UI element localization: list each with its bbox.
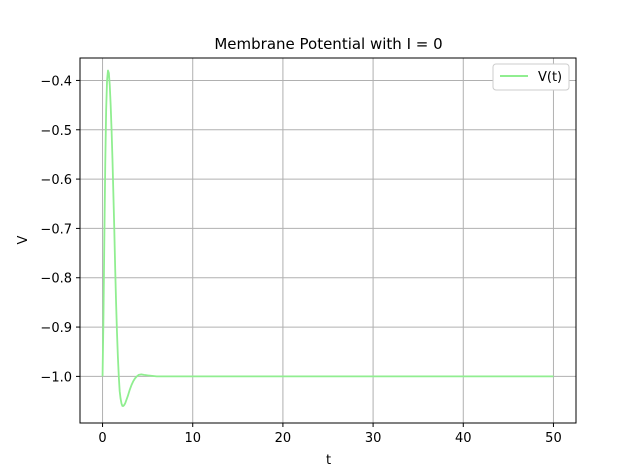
x-ticks: 0 10 20 30 40 50	[98, 423, 562, 446]
y-tick-label: −1.0	[40, 370, 72, 385]
plot-lines	[101, 69, 554, 407]
grid	[80, 58, 576, 423]
y-tick-label: −0.5	[40, 124, 72, 139]
legend-box	[492, 63, 570, 91]
x-tick-label: 10	[184, 431, 201, 446]
x-tick-label: 20	[275, 431, 292, 446]
chart-title: Membrane Potential with I = 0	[214, 35, 442, 53]
y-tick-label: −0.4	[40, 74, 72, 89]
y-tick-label: −0.6	[40, 173, 72, 188]
y-ticks: −1.0 −0.9 −0.8 −0.7 −0.6 −0.5 −0.4	[40, 74, 80, 385]
legend: V(t)	[492, 63, 570, 91]
x-axis-label: t	[326, 453, 331, 468]
y-tick-label: −0.7	[40, 222, 72, 237]
plot-frame	[79, 57, 577, 424]
series-line-0	[101, 69, 554, 407]
legend-label: V(t)	[538, 70, 562, 85]
x-tick-label: 0	[98, 431, 106, 446]
x-tick-label: 50	[545, 431, 562, 446]
y-tick-label: −0.8	[40, 272, 72, 287]
y-axis-label: V	[16, 235, 31, 244]
y-tick-label: −0.9	[40, 321, 72, 336]
x-tick-label: 30	[365, 431, 382, 446]
x-tick-label: 40	[455, 431, 472, 446]
